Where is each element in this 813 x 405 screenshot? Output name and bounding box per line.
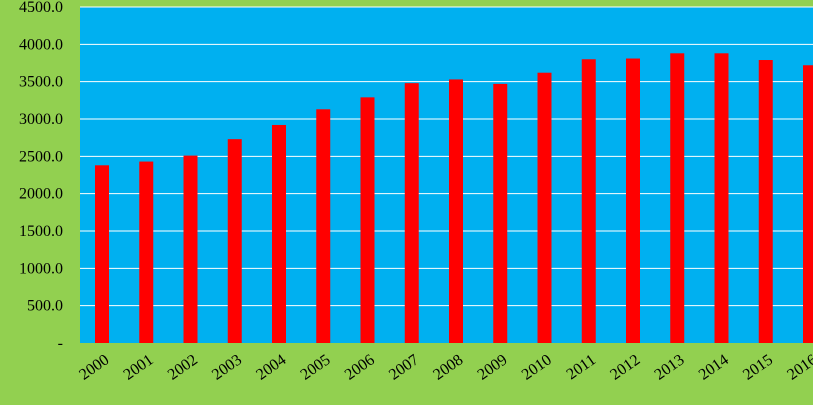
bar-2012 <box>626 59 640 343</box>
bar-2011 <box>582 59 596 343</box>
bar-2016 <box>803 65 813 343</box>
x-tick-label: 2011 <box>564 351 599 383</box>
bar-2004 <box>272 125 286 343</box>
y-tick-label: 2500.0 <box>19 148 63 165</box>
y-tick-label: 3000.0 <box>19 111 63 128</box>
x-tick-label: 2002 <box>165 351 201 383</box>
x-tick-label: 2000 <box>76 351 112 383</box>
y-tick-label: 4500.0 <box>19 0 63 16</box>
x-tick-label: 2004 <box>253 351 289 383</box>
y-tick-label: 4000.0 <box>19 36 63 53</box>
y-tick-label: 1500.0 <box>19 223 63 240</box>
y-tick-label: - <box>58 335 63 352</box>
y-tick-label: 500.0 <box>27 298 63 315</box>
y-tick-label: 3500.0 <box>19 74 63 91</box>
x-tick-label: 2010 <box>519 351 555 383</box>
x-tick-label: 2003 <box>209 351 245 383</box>
bar-2006 <box>361 97 375 343</box>
x-tick-label: 2007 <box>386 351 422 383</box>
x-tick-label: 2009 <box>475 351 511 383</box>
bar-2007 <box>405 83 419 343</box>
x-tick-label: 2013 <box>652 351 688 383</box>
x-tick-label: 2014 <box>696 351 732 383</box>
y-tick-label: 2000.0 <box>19 186 63 203</box>
y-tick-label: 1000.0 <box>19 260 63 277</box>
x-tick-label: 2005 <box>298 351 334 383</box>
bar-2014 <box>715 53 729 343</box>
bar-2000 <box>95 165 109 343</box>
bar-2001 <box>139 162 153 343</box>
x-axis-tick-labels: 2000 2001200220032004 2005200620072008 2009… <box>76 351 813 383</box>
bar-2010 <box>538 73 552 343</box>
bar-2005 <box>316 109 330 343</box>
y-axis-tick-labels: - 500.0 1000.0 1500.0 2000.0 2500.0 3000.0 3500… <box>19 0 63 352</box>
bar-2002 <box>184 156 198 343</box>
bar-2015 <box>759 60 773 343</box>
x-tick-label: 2001 <box>121 351 157 383</box>
bar-2009 <box>493 84 507 343</box>
x-tick-label: 2006 <box>342 351 378 383</box>
bar-2003 <box>228 139 242 343</box>
bar-2008 <box>449 79 463 343</box>
bar-2013 <box>670 53 684 343</box>
x-tick-label: 2012 <box>607 351 643 383</box>
x-tick-label: 2008 <box>430 351 466 383</box>
x-tick-label: 2015 <box>740 351 776 383</box>
x-tick-label: 2016 <box>784 351 813 383</box>
